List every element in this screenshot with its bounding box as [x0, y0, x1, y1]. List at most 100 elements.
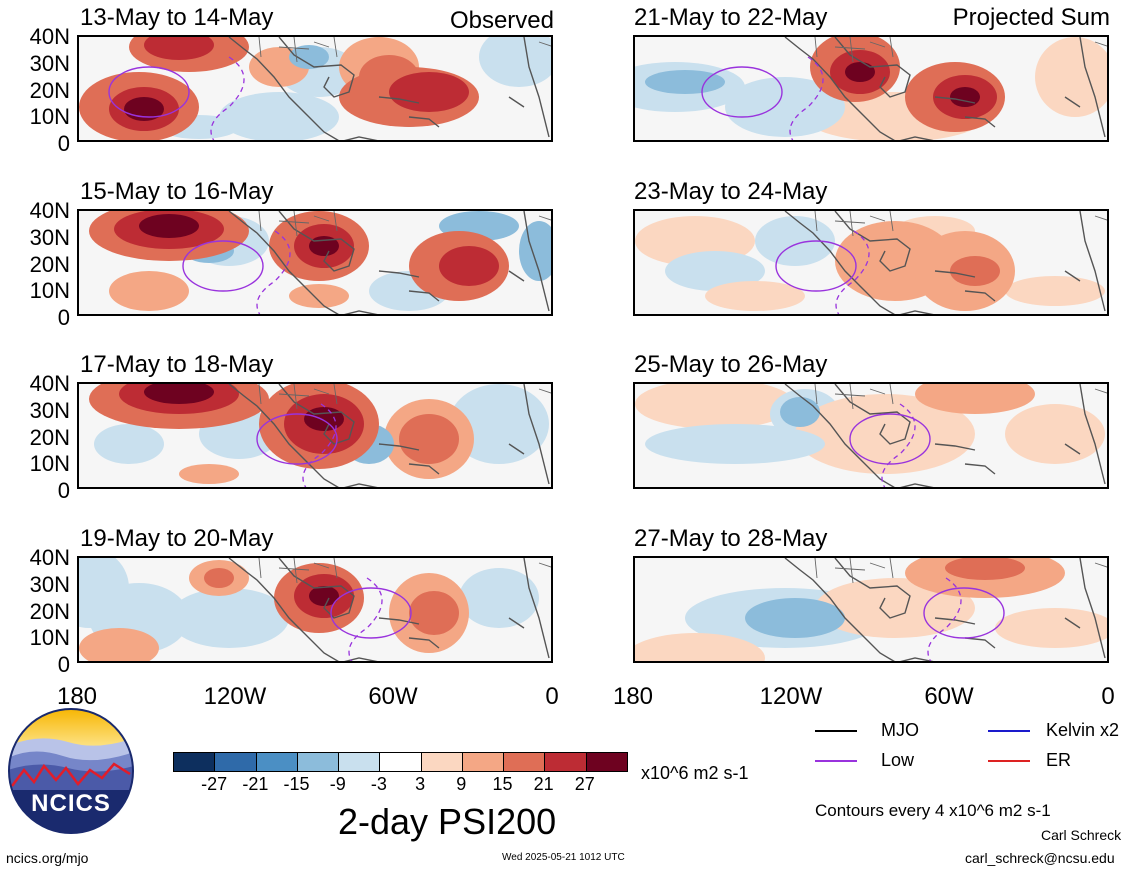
legend-line-low: [815, 760, 857, 762]
colorbar-tick-label: -21: [242, 774, 269, 794]
field-anomaly: [705, 281, 805, 311]
lat-label: 20N: [29, 251, 70, 277]
contour-low: [775, 240, 857, 292]
contour-low: [182, 240, 264, 292]
colorbar-tick-label: 15: [492, 774, 513, 794]
field-anomaly: [665, 251, 765, 291]
lon-label-left-60w: 60W: [368, 683, 418, 710]
contour-low-negative: [835, 230, 870, 314]
colorbar-tick-label: -27: [201, 774, 228, 794]
contour-low-negative: [789, 56, 824, 140]
field-anomaly: [219, 92, 339, 140]
field-anomaly: [109, 271, 189, 311]
footer-email[interactable]: carl_schreck@ncsu.edu: [965, 850, 1115, 866]
panel-label-projected: Projected Sum: [952, 4, 1110, 31]
lat-label: 30N: [29, 224, 70, 250]
field-anomaly: [399, 414, 459, 464]
coastline: [784, 37, 1106, 140]
field-anomaly: [409, 591, 459, 635]
coastline: [784, 211, 1106, 314]
lon-label-left-120w: 120W: [203, 683, 267, 710]
colorbar-swatch: [256, 753, 298, 771]
lat-label: 20N: [29, 424, 70, 450]
panel-title-1: 13-May to 14-May: [80, 4, 274, 31]
colorbar-tick-label: 3: [415, 774, 426, 794]
footer-url[interactable]: ncics.org/mjo: [6, 850, 89, 866]
field-anomaly: [1005, 404, 1105, 464]
ncics-mountain-logo-icon: NCICS: [8, 708, 134, 834]
field-anomaly: [635, 633, 765, 661]
lon-label-right-180: 180: [612, 683, 654, 710]
field-anomaly: [845, 62, 875, 82]
colorbar-swatch: [545, 753, 587, 771]
lat-label: 40N: [29, 545, 70, 570]
field-anomaly: [795, 394, 975, 474]
legend-line-kelvin: [988, 730, 1030, 732]
field-anomaly: [79, 558, 129, 628]
lon-label-left-0: 0: [545, 683, 559, 710]
field-anomaly: [179, 464, 239, 484]
map-panel: [633, 382, 1109, 489]
lat-label: 40N: [29, 24, 70, 49]
field-anomaly: [204, 568, 234, 588]
field-anomaly: [815, 578, 975, 638]
field-anomaly: [1035, 37, 1107, 117]
coastline: [228, 558, 550, 661]
colorbar-units: x10^6 m2 s-1: [641, 763, 749, 783]
colorbar-swatch: [297, 753, 340, 771]
legend-label-kelvin: Kelvin x2: [1046, 720, 1120, 740]
field-anomaly: [94, 424, 164, 464]
field-anomaly: [755, 216, 835, 266]
field-anomaly: [459, 568, 539, 628]
figure-title: 2-day PSI200: [338, 801, 557, 842]
panel-title-3: 15-May to 16-May: [80, 178, 274, 205]
colorbar-swatch: [339, 753, 381, 771]
lat-label: 0: [57, 652, 70, 677]
colorbar-swatch: [215, 753, 257, 771]
colorbar-swatch: [586, 753, 627, 771]
colorbar-swatch: [380, 753, 422, 771]
panel-title-8: 27-May to 28-May: [634, 525, 828, 552]
contour-low-negative: [348, 577, 383, 661]
colorbar: [173, 752, 628, 772]
lon-label-right-60w: 60W: [924, 683, 974, 710]
lat-label: 10N: [29, 451, 70, 477]
colorbar-swatch: [504, 753, 546, 771]
field-anomaly: [995, 608, 1107, 648]
contour-low-negative: [210, 56, 245, 140]
legend-label-er: ER: [1046, 750, 1072, 770]
panel-title-2: 21-May to 22-May: [634, 4, 828, 31]
field-anomaly: [79, 628, 159, 661]
field-anomaly: [144, 37, 214, 60]
contour-low: [923, 587, 1005, 639]
field-anomaly: [309, 586, 339, 606]
field-anomaly: [635, 384, 795, 429]
colorbar-tick-label: 9: [456, 774, 467, 794]
panel-title-5: 17-May to 18-May: [80, 351, 274, 378]
contour-low-negative: [256, 230, 291, 314]
lat-label: 10N: [29, 625, 70, 651]
colorbar-tick-label: 21: [533, 774, 554, 794]
field-anomaly: [289, 45, 329, 69]
colorbar-swatch: [462, 753, 505, 771]
legend-label-low: Low: [881, 750, 915, 770]
field-anomaly: [144, 384, 214, 404]
lat-label: 40N: [29, 371, 70, 396]
lon-label-left-180: 180: [56, 683, 98, 710]
field-anomaly: [915, 384, 1035, 414]
field-anomaly: [169, 588, 289, 648]
lon-label-right-0: 0: [1101, 683, 1115, 710]
colorbar-tick-label: -3: [370, 774, 387, 794]
lat-label: 30N: [29, 397, 70, 423]
field-anomaly: [950, 256, 1000, 286]
lat-label: 0: [57, 478, 70, 503]
field-anomaly: [439, 246, 499, 286]
field-anomaly: [1005, 276, 1105, 306]
map-panel: [77, 382, 553, 489]
contour-note: Contours every 4 x10^6 m2 s-1: [815, 801, 1051, 820]
colorbar-tick-label: -9: [329, 774, 346, 794]
field-anomaly: [725, 77, 845, 137]
field-anomaly: [950, 87, 980, 107]
lat-label: 10N: [29, 104, 70, 130]
colorbar-swatch: [174, 753, 216, 771]
